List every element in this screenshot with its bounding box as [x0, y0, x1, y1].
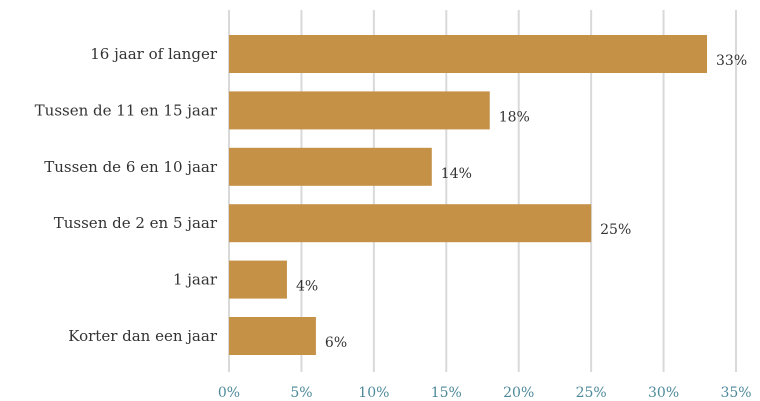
value-labels: 33% 18% 14% 25% 4% 6% — [296, 53, 747, 351]
category-label: Korter dan een jaar — [68, 327, 218, 345]
category-labels: 16 jaar of langer Tussen de 11 en 15 jaar… — [35, 45, 218, 345]
bar — [229, 35, 708, 73]
category-label: 16 jaar of langer — [90, 45, 218, 63]
x-tick-label: 35% — [720, 385, 751, 401]
bar — [229, 91, 490, 130]
category-label: Tussen de 11 en 15 jaar — [35, 101, 218, 119]
bar — [229, 260, 287, 299]
bars — [229, 35, 708, 355]
value-label: 4% — [296, 279, 318, 295]
bar — [229, 317, 316, 355]
x-tick-label: 25% — [576, 385, 607, 401]
value-label: 14% — [441, 166, 472, 182]
value-label: 33% — [716, 53, 747, 69]
x-tick-label: 0% — [218, 385, 240, 401]
x-tick-label: 15% — [431, 385, 462, 401]
category-label: Tussen de 6 en 10 jaar — [44, 158, 218, 176]
value-label: 6% — [325, 335, 347, 351]
bar — [229, 204, 592, 243]
category-label: 1 jaar — [173, 271, 218, 289]
value-label: 25% — [600, 222, 631, 238]
value-label: 18% — [499, 109, 530, 125]
category-label: Tussen de 2 en 5 jaar — [54, 214, 218, 232]
x-tick-label: 20% — [503, 385, 534, 401]
x-axis-tick-labels: 0% 5% 10% 15% 20% 25% 30% 35% — [218, 385, 752, 401]
bar — [229, 147, 432, 186]
x-tick-label: 5% — [290, 385, 312, 401]
x-tick-label: 30% — [648, 385, 679, 401]
x-tick-label: 10% — [358, 385, 389, 401]
